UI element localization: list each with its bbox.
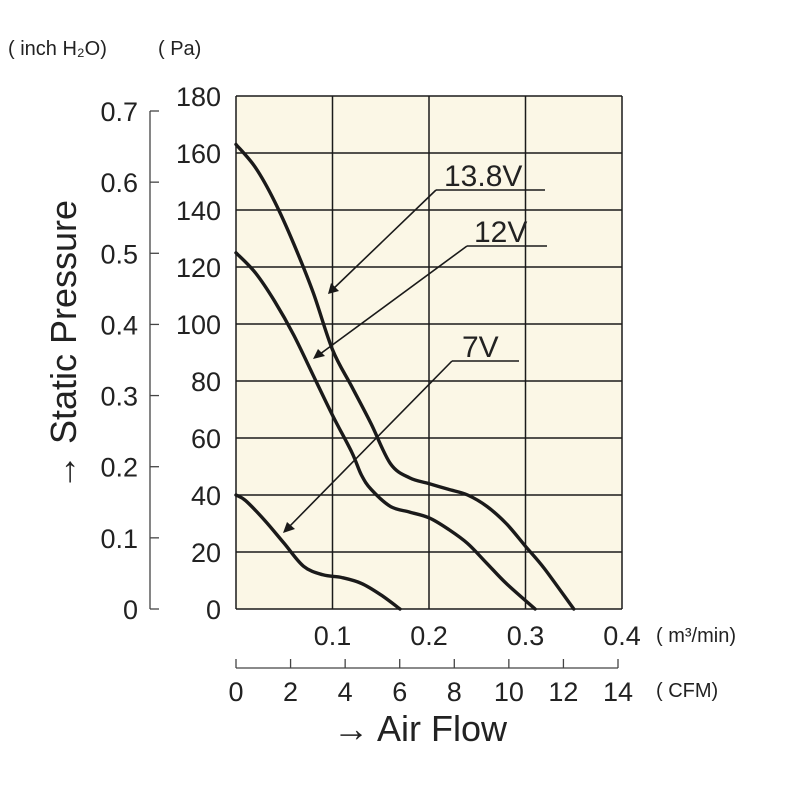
y-axis-inch-h2o: 0 0.1 0.2 0.3 0.4 0.5 0.6 0.7 xyxy=(100,97,159,625)
inch-tick-label-0-3: 0.3 xyxy=(100,382,138,412)
inch-tick-label-0: 0 xyxy=(123,595,138,625)
inch-tick-label-0-1: 0.1 xyxy=(100,524,138,554)
inch-tick-label-0-7: 0.7 xyxy=(100,97,138,127)
cfm-tick-label-12: 12 xyxy=(548,677,578,707)
unit-pa: ( Pa) xyxy=(158,38,201,60)
pa-tick-label-80: 80 xyxy=(191,367,221,397)
pa-tick-label-20: 20 xyxy=(191,538,221,568)
unit-inch-h2o: ( inch H₂O) xyxy=(8,38,107,60)
x-axis-m3min-labels: 0.1 0.2 0.3 0.4 xyxy=(314,621,641,651)
pa-tick-label-120: 120 xyxy=(176,253,221,283)
callout-arrowhead-12v xyxy=(313,349,325,359)
curve-label-7v: 7V xyxy=(462,331,499,364)
pa-tick-label-60: 60 xyxy=(191,424,221,454)
curve-callouts: 13.8V 12V 7V xyxy=(283,160,547,533)
curve-13-8v xyxy=(234,142,576,611)
pa-tick-label-160: 160 xyxy=(176,139,221,169)
curve-label-12v: 12V xyxy=(474,216,527,249)
m3min-tick-label-0-2: 0.2 xyxy=(410,621,448,651)
callout-line-7v xyxy=(285,360,453,531)
callout-arrowhead-13-8v xyxy=(328,283,339,294)
x-axis-cfm: 0 2 4 6 8 10 12 14 xyxy=(228,659,633,707)
unit-cfm: ( CFM) xyxy=(656,680,718,702)
curve-12v xyxy=(234,251,537,611)
m3min-tick-label-0-1: 0.1 xyxy=(314,621,352,651)
cfm-tick-label-8: 8 xyxy=(447,677,462,707)
curve-7v xyxy=(234,493,402,611)
unit-m3-per-min: ( m³/min) xyxy=(656,625,736,647)
curve-label-13-8v: 13.8V xyxy=(444,160,522,193)
cfm-tick-label-0: 0 xyxy=(228,677,243,707)
y-axis-title: → Static Pressure xyxy=(43,200,84,490)
pa-tick-label-100: 100 xyxy=(176,310,221,340)
m3min-tick-label-0-4: 0.4 xyxy=(603,621,641,651)
inch-tick-label-0-6: 0.6 xyxy=(100,168,138,198)
cfm-tick-label-10: 10 xyxy=(494,677,524,707)
y-axis-pa-labels: 0 20 40 60 80 100 120 140 160 180 xyxy=(176,82,221,625)
cfm-tick-label-14: 14 xyxy=(603,677,633,707)
cfm-tick-label-6: 6 xyxy=(392,677,407,707)
pa-tick-label-40: 40 xyxy=(191,481,221,511)
pa-tick-label-180: 180 xyxy=(176,82,221,112)
grid-lines xyxy=(235,95,623,610)
cfm-tick-label-2: 2 xyxy=(283,677,298,707)
inch-tick-label-0-2: 0.2 xyxy=(100,453,138,483)
inch-tick-label-0-5: 0.5 xyxy=(100,239,138,269)
callout-line-13-8v xyxy=(329,189,437,293)
x-axis-title: → Air Flow xyxy=(333,708,508,749)
cfm-tick-label-4: 4 xyxy=(338,677,353,707)
callout-arrowhead-7v xyxy=(283,522,295,533)
pa-tick-label-140: 140 xyxy=(176,196,221,226)
callout-line-12v xyxy=(315,245,468,358)
pressure-curves xyxy=(234,142,576,611)
pa-tick-label-0: 0 xyxy=(206,595,221,625)
inch-tick-label-0-4: 0.4 xyxy=(100,310,138,340)
m3min-tick-label-0-3: 0.3 xyxy=(507,621,545,651)
